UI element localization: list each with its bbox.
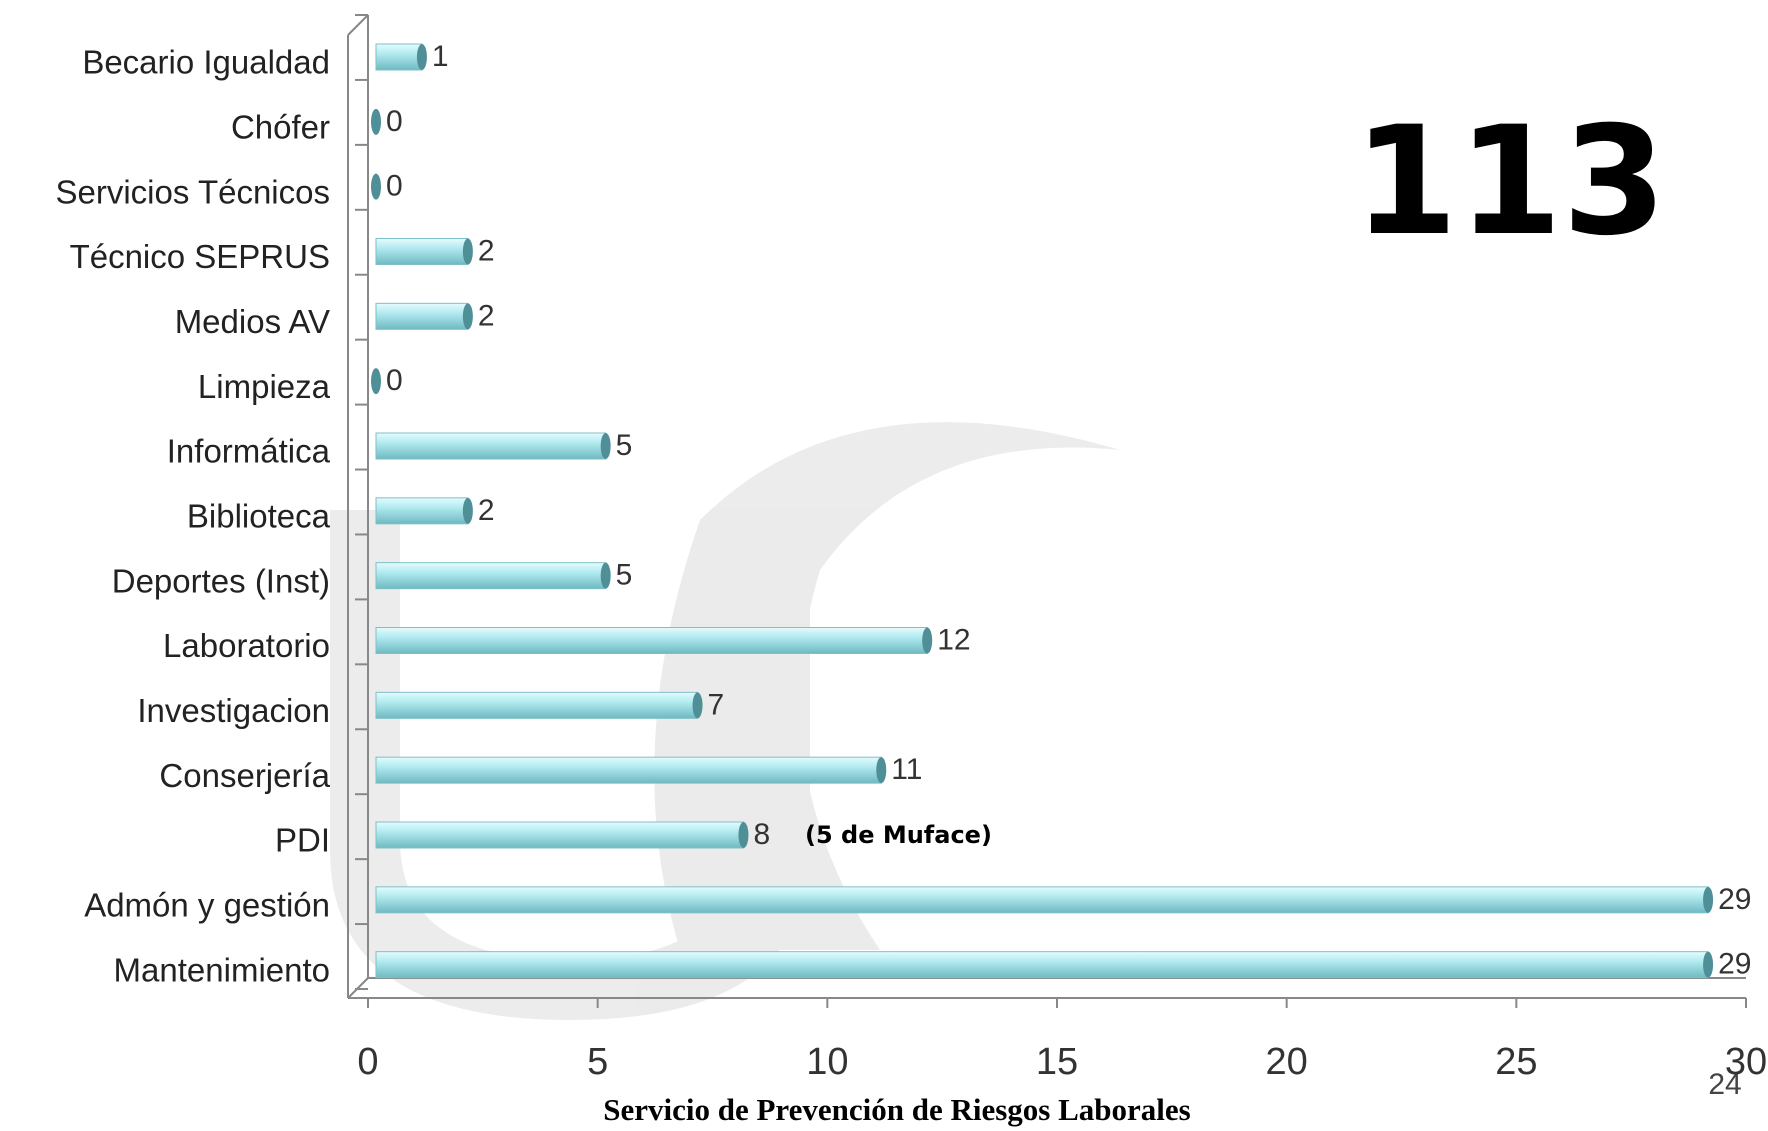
bar-cap: [371, 108, 381, 135]
bar-cap: [462, 497, 473, 524]
category-label: Biblioteca: [187, 498, 331, 535]
x-tick-label: 5: [587, 1041, 608, 1083]
category-label: Mantenimiento: [114, 951, 330, 988]
note-annotation: (5 de Muface): [805, 821, 992, 849]
category-label: Chófer: [231, 109, 330, 146]
x-tick-label: 10: [806, 1041, 848, 1083]
bar: [375, 886, 1709, 914]
bar-cap: [462, 303, 473, 330]
category-label: PDI: [275, 822, 330, 859]
value-label: 8: [753, 818, 770, 851]
bar: [375, 691, 699, 719]
category-label: Servicios Técnicos: [56, 173, 331, 210]
category-label: Medios AV: [175, 303, 330, 340]
category-label: Deportes (Inst): [112, 562, 330, 599]
category-label: Investigacion: [137, 692, 330, 729]
x-tick-label: 20: [1266, 1041, 1308, 1083]
value-label: 29: [1718, 883, 1751, 916]
total-annotation: 113: [1353, 95, 1666, 269]
bar-cap: [1703, 886, 1714, 913]
bar-cap: [600, 433, 611, 459]
bar: [375, 238, 469, 265]
x-tick-label: 15: [1036, 1041, 1078, 1083]
value-label: 1: [432, 40, 449, 73]
bar: [375, 562, 607, 590]
value-label: 7: [708, 688, 725, 721]
category-label: Admón y gestión: [84, 887, 330, 924]
category-label: Laboratorio: [163, 627, 330, 664]
bar: [375, 951, 1709, 979]
bar-cap: [371, 173, 381, 200]
value-label: 11: [891, 753, 922, 786]
bar: [375, 302, 469, 330]
bar: [375, 821, 744, 849]
value-label: 29: [1718, 948, 1751, 981]
value-label: 0: [386, 170, 403, 203]
value-label: 0: [386, 364, 403, 397]
category-label: Limpieza: [198, 368, 331, 405]
category-label: Conserjería: [159, 757, 330, 794]
value-label: 5: [616, 429, 633, 462]
bar: [375, 497, 469, 525]
bar-cap: [876, 757, 887, 784]
bar: [375, 627, 928, 654]
x-tick-label: 25: [1495, 1041, 1537, 1083]
watermark: [330, 422, 1120, 1020]
bar: [375, 432, 607, 460]
value-label: 2: [478, 299, 495, 332]
bar-cap: [371, 368, 381, 395]
value-label: 0: [386, 105, 403, 138]
category-label: Informática: [167, 433, 331, 470]
x-tick-label: 30: [1725, 1041, 1767, 1083]
footer: Servicio de Prevención de Riesgos Labora…: [603, 1092, 1191, 1127]
x-tick-label: 0: [357, 1041, 378, 1083]
bar-cap: [416, 44, 427, 70]
category-label: Técnico SEPRUS: [70, 238, 330, 275]
bar-cap: [922, 627, 933, 654]
category-label: Becario Igualdad: [82, 44, 330, 81]
bar: [375, 43, 423, 71]
bar-cap: [692, 692, 703, 719]
bar: [375, 756, 882, 784]
bar-cap: [600, 562, 611, 589]
value-label: 5: [616, 559, 633, 592]
bar-cap: [462, 238, 473, 265]
value-label: 12: [937, 623, 970, 656]
page-number: 24: [1708, 1068, 1741, 1101]
value-label: 2: [478, 494, 495, 527]
value-label: 2: [478, 234, 495, 267]
bar-cap: [1703, 951, 1714, 978]
bar-cap: [738, 822, 749, 848]
